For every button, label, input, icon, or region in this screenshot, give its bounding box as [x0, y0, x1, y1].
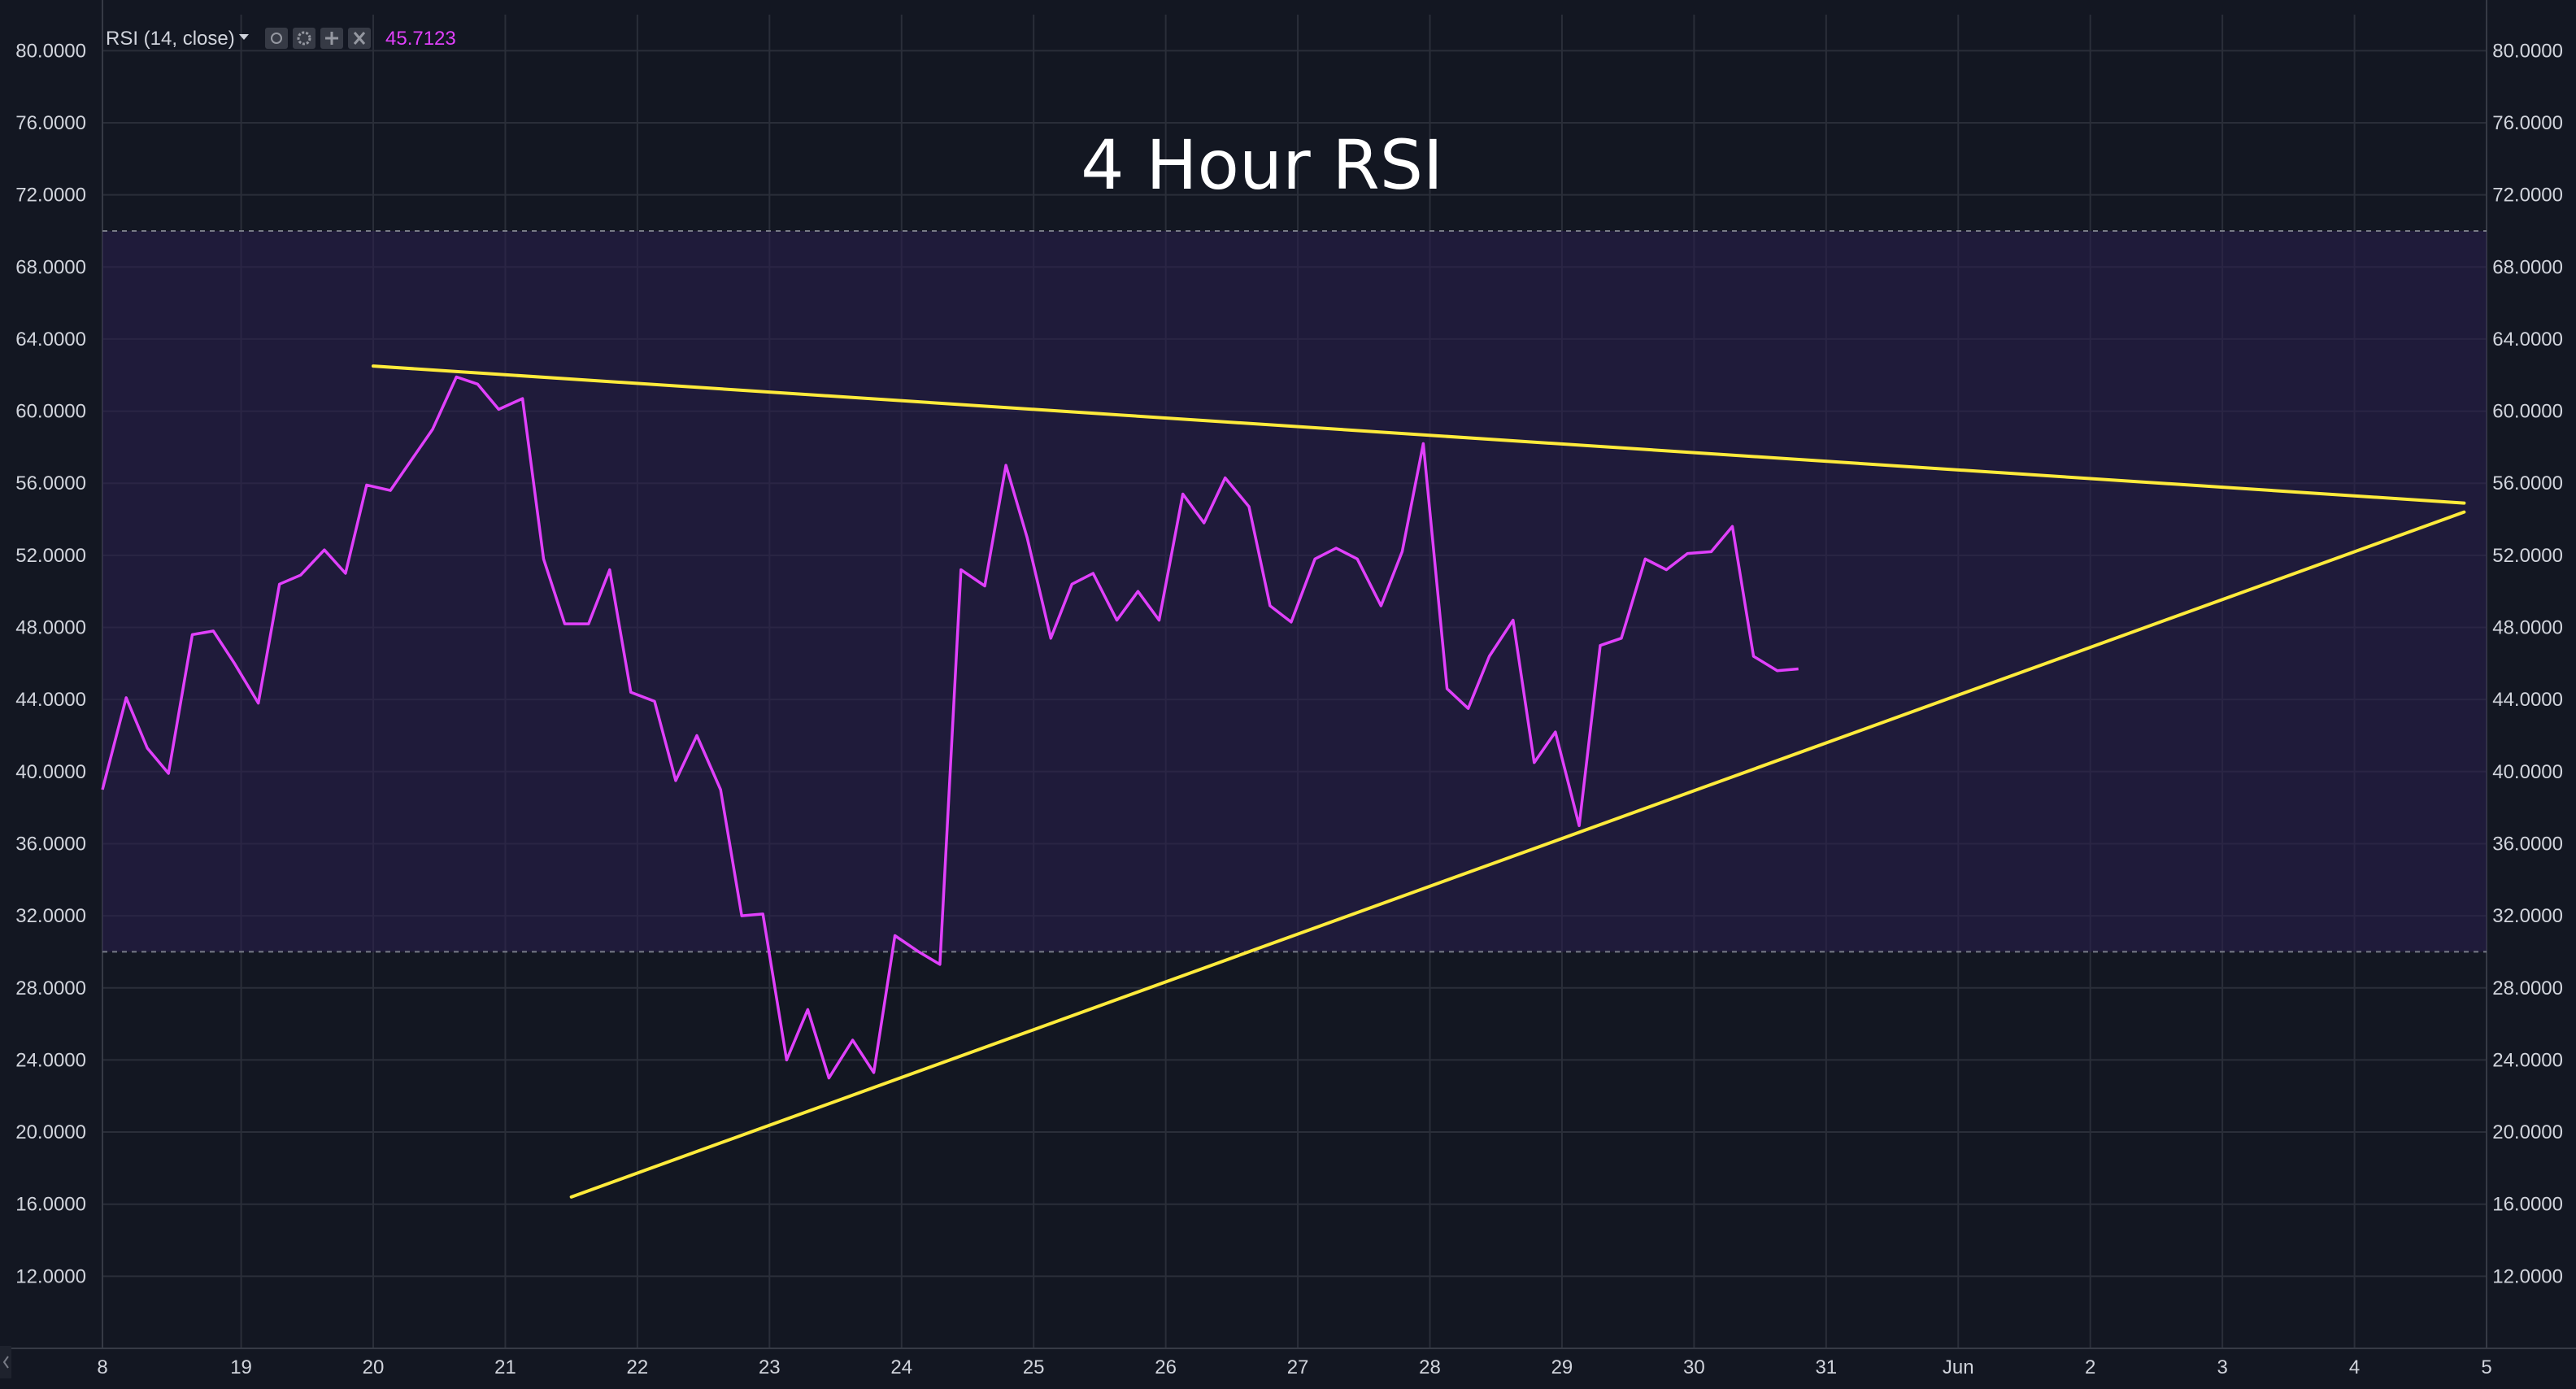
- x-tick-label: 24: [890, 1356, 912, 1378]
- y-tick-label-left: 28.0000: [15, 978, 86, 999]
- y-tick-label-right: 32.0000: [2492, 905, 2563, 927]
- y-tick-label-left: 16.0000: [15, 1194, 86, 1216]
- visibility-button[interactable]: [265, 28, 288, 49]
- y-tick-label-left: 36.0000: [15, 833, 86, 855]
- y-tick-label-right: 80.0000: [2492, 40, 2563, 62]
- trendlines: [371, 364, 2466, 1199]
- close-icon: [353, 32, 366, 45]
- x-tick-label: 25: [1023, 1356, 1045, 1378]
- x-tick-label: 8: [97, 1356, 107, 1378]
- y-tick-label-right: 12.0000: [2492, 1265, 2563, 1287]
- y-tick-label-right: 76.0000: [2492, 112, 2563, 134]
- x-tick-label: 23: [759, 1356, 781, 1378]
- x-tick-label: 3: [2217, 1356, 2227, 1378]
- x-tick-label: 27: [1287, 1356, 1309, 1378]
- x-tick-label: 22: [627, 1356, 649, 1378]
- indicator-label: RSI (14, close): [106, 28, 235, 50]
- gear-icon: [297, 31, 311, 46]
- y-tick-label-left: 12.0000: [15, 1265, 86, 1287]
- y-tick-label-left: 40.0000: [15, 761, 86, 783]
- x-tick-label: Jun: [1943, 1356, 1974, 1378]
- y-tick-label-left: 72.0000: [15, 185, 86, 207]
- settings-button[interactable]: [293, 28, 315, 49]
- x-tick-label: 26: [1155, 1356, 1177, 1378]
- x-tick-label: 30: [1683, 1356, 1705, 1378]
- y-tick-label-right: 36.0000: [2492, 833, 2563, 855]
- x-tick-label: 28: [1419, 1356, 1441, 1378]
- legend-toolbar: [265, 28, 371, 49]
- scroll-left-button[interactable]: [0, 1346, 11, 1378]
- indicator-current-value: 45.7123: [385, 28, 456, 50]
- y-axis-left: 12.0000 16.0000 20.0000 24.0000 28.0000 32.00…: [15, 40, 86, 1287]
- y-tick-label-right: 44.0000: [2492, 689, 2563, 711]
- y-tick-label-right: 72.0000: [2492, 185, 2563, 207]
- y-tick-label-right: 28.0000: [2492, 978, 2563, 999]
- chart-title: 4 Hour RSI: [1081, 125, 1443, 205]
- indicator-legend: RSI (14, close) 45.7123: [106, 28, 456, 50]
- y-tick-label-right: 52.0000: [2492, 545, 2563, 567]
- x-tick-label: 5: [2481, 1356, 2491, 1378]
- y-tick-label-right: 56.0000: [2492, 472, 2563, 494]
- y-tick-label-left: 24.0000: [15, 1049, 86, 1071]
- x-tick-label: 31: [1815, 1356, 1837, 1378]
- y-tick-label-left: 32.0000: [15, 905, 86, 927]
- y-tick-label-right: 20.0000: [2492, 1121, 2563, 1143]
- trendline-upper[interactable]: [371, 364, 2466, 505]
- y-tick-label-left: 76.0000: [15, 112, 86, 134]
- y-tick-label-left: 64.0000: [15, 329, 86, 351]
- x-tick-label: 21: [494, 1356, 516, 1378]
- plus-icon: [325, 32, 338, 45]
- y-tick-label-left: 48.0000: [15, 617, 86, 639]
- y-tick-label-right: 64.0000: [2492, 329, 2563, 351]
- rsi-line[interactable]: [101, 375, 1799, 1080]
- y-tick-label-left: 56.0000: [15, 472, 86, 494]
- rsi-band-background: [102, 230, 2487, 952]
- y-tick-label-right: 40.0000: [2492, 761, 2563, 783]
- x-tick-label: 4: [2349, 1356, 2360, 1378]
- x-tick-label: 29: [1551, 1356, 1573, 1378]
- y-tick-label-left: 52.0000: [15, 545, 86, 567]
- y-tick-label-right: 60.0000: [2492, 401, 2563, 423]
- y-tick-label-left: 68.0000: [15, 256, 86, 278]
- rsi-series: [101, 375, 1799, 1080]
- eye-icon: [271, 33, 282, 44]
- x-tick-label: 19: [230, 1356, 252, 1378]
- y-axis-right: 12.0000 16.0000 20.0000 24.0000 28.0000 32.00…: [2492, 40, 2563, 1287]
- y-tick-label-left: 80.0000: [15, 40, 86, 62]
- y-tick-label-left: 60.0000: [15, 401, 86, 423]
- trendline-lower[interactable]: [569, 510, 2466, 1199]
- chevron-down-icon[interactable]: [239, 34, 249, 40]
- y-tick-label-left: 20.0000: [15, 1121, 86, 1143]
- x-tick-label: 20: [363, 1356, 385, 1378]
- y-tick-label-right: 48.0000: [2492, 617, 2563, 639]
- y-tick-label-right: 68.0000: [2492, 256, 2563, 278]
- x-tick-label: 2: [2085, 1356, 2095, 1378]
- x-axis: 8 19 20 21 22 23 24 25 26 27 28 29 30 31 Jun 2 3 4 5: [97, 1356, 2491, 1378]
- chevron-left-icon: [2, 1356, 9, 1369]
- y-tick-label-left: 44.0000: [15, 689, 86, 711]
- y-tick-label-right: 24.0000: [2492, 1049, 2563, 1071]
- y-tick-label-right: 16.0000: [2492, 1194, 2563, 1216]
